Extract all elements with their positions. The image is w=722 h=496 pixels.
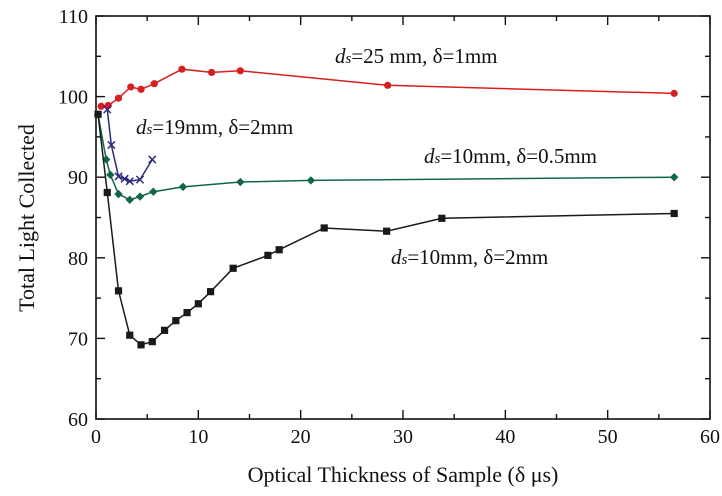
series-diamond — [93, 110, 679, 204]
data-point — [150, 80, 158, 88]
y-tick-label: 90 — [68, 167, 88, 189]
x-tick-label: 30 — [393, 426, 413, 448]
data-point — [107, 140, 116, 150]
data-point — [126, 331, 134, 339]
data-point — [148, 338, 156, 346]
x-tick-label: 60 — [700, 426, 720, 448]
data-point — [670, 209, 678, 218]
data-point — [106, 170, 115, 179]
data-point — [137, 85, 145, 93]
plot-frame — [95, 15, 711, 420]
x-tick-label: 0 — [91, 426, 101, 448]
data-point — [306, 176, 316, 185]
data-point — [236, 67, 244, 75]
x-tick-label: 20 — [291, 426, 311, 448]
data-point — [236, 177, 245, 187]
data-point — [160, 326, 169, 334]
axis-ticks — [95, 15, 711, 420]
data-point — [208, 68, 216, 77]
annotation-ds10-05: ds=10mm, δ=0.5mm — [424, 144, 597, 168]
x-tick-label: 50 — [598, 426, 618, 448]
data-point — [670, 89, 678, 97]
data-point — [103, 188, 111, 197]
data-point — [178, 182, 188, 192]
data-point — [207, 288, 215, 296]
data-point — [320, 224, 328, 232]
annotation-ds19: ds=19mm, δ=2mm — [136, 115, 293, 139]
tick-labels: 0 10 20 30 40 50 60 60 70 80 90 100 110 — [58, 6, 720, 448]
series-line — [97, 114, 675, 346]
series-square — [94, 110, 678, 349]
data-point — [97, 102, 105, 110]
data-point — [229, 264, 237, 272]
y-tick-label: 110 — [59, 6, 88, 28]
series-x — [103, 105, 157, 186]
y-axis-label: Total Light Collected — [14, 124, 39, 312]
x-axis-label: Optical Thickness of Sample (δ μs) — [248, 462, 559, 487]
data-point — [669, 173, 679, 182]
data-point — [125, 177, 134, 186]
data-point — [194, 300, 202, 308]
data-point — [178, 65, 186, 73]
data-point — [275, 246, 283, 254]
data-point — [125, 195, 134, 204]
data-point — [172, 317, 180, 325]
y-tick-label: 80 — [68, 248, 88, 270]
data-point — [384, 81, 392, 89]
data-point — [148, 155, 157, 164]
data-point — [127, 83, 135, 91]
data-point — [137, 341, 145, 349]
data-point — [438, 214, 446, 222]
x-tick-label: 10 — [188, 426, 208, 448]
series-layer — [93, 65, 679, 349]
data-point — [183, 309, 191, 317]
data-point — [135, 175, 145, 184]
data-point — [149, 187, 158, 196]
data-point — [114, 287, 123, 295]
data-point — [103, 105, 112, 114]
data-point — [264, 251, 272, 259]
x-tick-label: 40 — [495, 426, 515, 448]
y-tick-label: 70 — [68, 328, 88, 350]
data-point — [94, 110, 102, 118]
annotation-ds25: ds=25 mm, δ=1mm — [335, 44, 498, 68]
data-point — [120, 174, 129, 183]
data-point — [383, 227, 391, 235]
y-tick-label: 60 — [68, 409, 88, 431]
y-tick-label: 100 — [58, 87, 88, 109]
annotation-ds10-2: ds=10mm, δ=2mm — [391, 245, 548, 269]
data-point — [135, 192, 145, 201]
data-point — [114, 172, 123, 181]
data-point — [114, 189, 123, 199]
series-circle — [97, 65, 678, 110]
data-point — [114, 94, 123, 102]
